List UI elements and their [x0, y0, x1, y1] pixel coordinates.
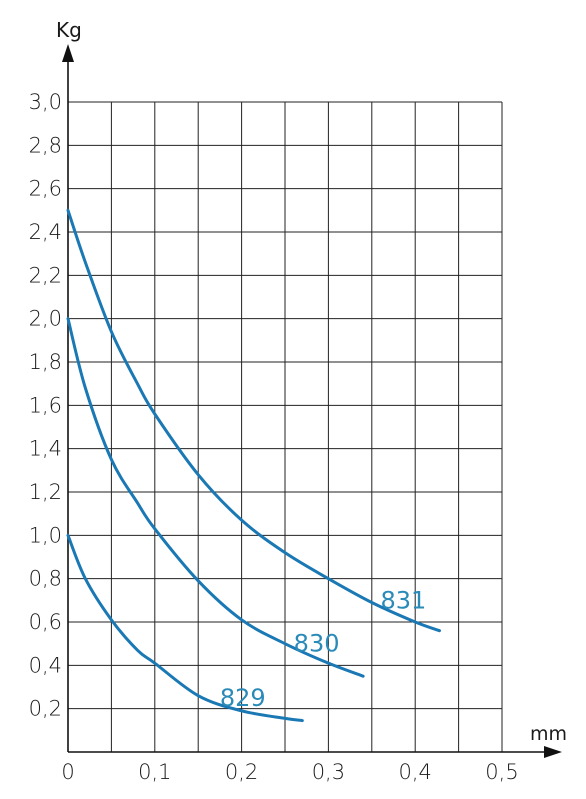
y-axis-label: Kg — [56, 18, 82, 42]
y-tick-label: 3,0 — [29, 90, 62, 114]
y-tick-label: 1,0 — [29, 523, 62, 547]
series-label-829: 829 — [220, 684, 266, 712]
series-line-829 — [66, 533, 304, 723]
y-tick-label: 1,2 — [29, 480, 62, 504]
y-axis-arrow — [62, 44, 74, 62]
series-label-831: 831 — [380, 586, 426, 614]
x-tick-label: 0,5 — [485, 760, 518, 784]
y-tick-label: 0,2 — [29, 697, 62, 721]
y-tick-label: 2,6 — [29, 177, 62, 201]
x-axis-label: mm — [530, 723, 567, 745]
chart-grid — [67, 101, 503, 752]
x-tick-label: 0,4 — [398, 760, 431, 784]
y-tick-label: 0,8 — [29, 567, 62, 591]
x-tick-label: 0,1 — [138, 760, 171, 784]
y-tick-label: 2,0 — [29, 307, 62, 331]
x-tick-label: 0,2 — [225, 760, 258, 784]
x-tick-label: 0 — [61, 760, 74, 784]
x-axis-arrow — [544, 746, 562, 758]
chart-tick-labels: 0,2 0,4 0,6 0,8 1,0 1,2 1,4 1,6 1,8 2,0 2,2 2,4 2,6 2… — [29, 90, 519, 784]
series-label-830: 830 — [294, 630, 340, 658]
y-tick-label: 1,8 — [29, 350, 62, 374]
chart-series-group: 831 830 829 — [66, 208, 442, 723]
y-tick-label: 0,4 — [29, 653, 62, 677]
series-line-831 — [66, 208, 442, 633]
y-tick-label: 1,6 — [29, 393, 62, 417]
series-line-830 — [66, 317, 365, 678]
chart-axes — [62, 44, 562, 758]
y-tick-label: 2,2 — [29, 263, 62, 287]
y-tick-label: 0,6 — [29, 610, 62, 634]
y-tick-label: 2,8 — [29, 133, 62, 157]
y-tick-label: 2,4 — [29, 220, 62, 244]
y-tick-label: 1,4 — [29, 437, 62, 461]
x-tick-label: 0,3 — [312, 760, 345, 784]
